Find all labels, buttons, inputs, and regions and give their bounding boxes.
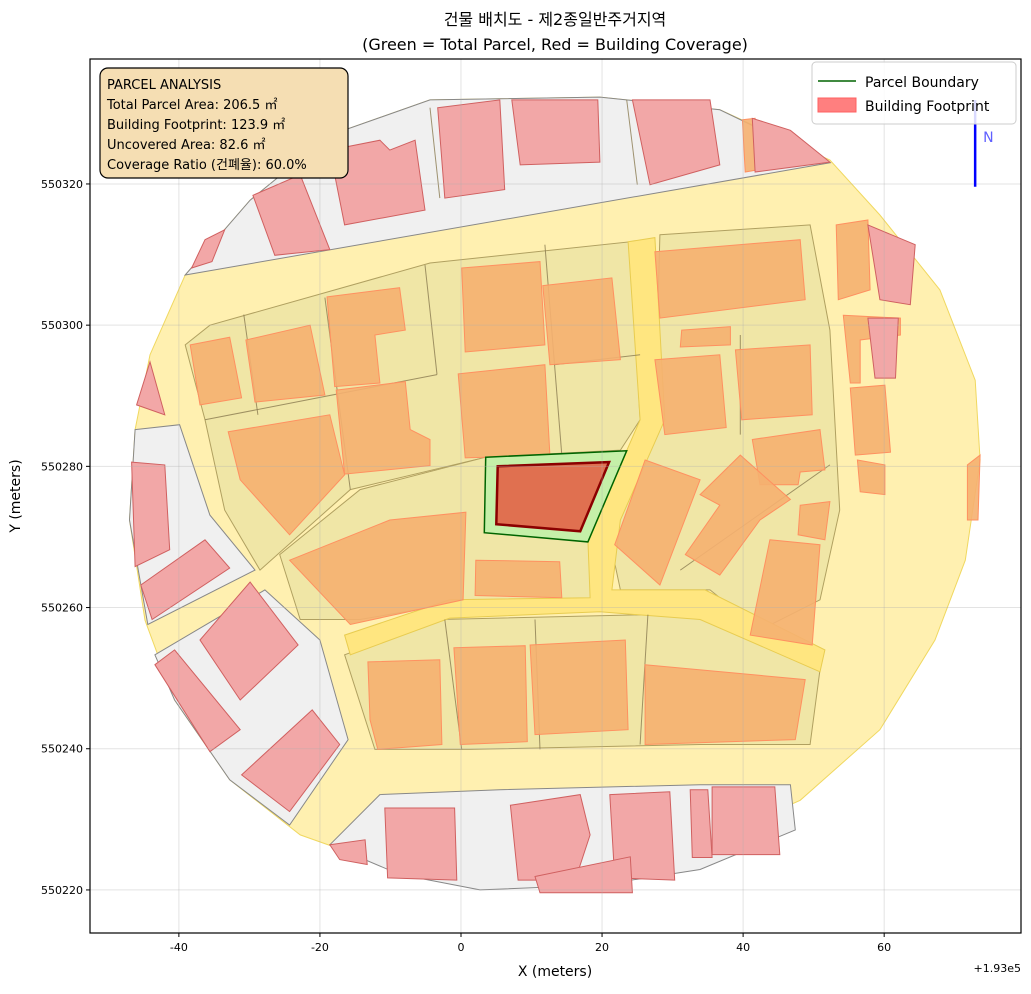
building-footprint [797, 501, 831, 541]
x-tick-label: 40 [736, 941, 750, 954]
annotation-line: Uncovered Area: 82.6 ㎡ [107, 138, 266, 153]
building-footprint [684, 454, 792, 576]
building-footprint [749, 539, 821, 646]
annotation-line: PARCEL ANALYSIS [107, 78, 221, 93]
building-footprint [329, 139, 426, 226]
lot-line [429, 107, 441, 199]
building-footprint [654, 239, 806, 319]
y-tick-label: 550320 [41, 178, 83, 191]
building-footprint [288, 511, 467, 626]
building-footprint [240, 709, 341, 813]
building-footprint [154, 649, 241, 753]
building-footprint [867, 317, 899, 379]
chart-subtitle: (Green = Total Parcel, Red = Building Co… [362, 35, 748, 54]
lot-line [626, 99, 638, 185]
building-footprint [751, 117, 832, 173]
y-tick-label: 550280 [41, 460, 83, 473]
legend-frame [811, 61, 1017, 125]
x-tick-label: 20 [595, 941, 609, 954]
chart-title: 건물 배치도 - 제2종일반주거지역 [444, 10, 667, 29]
annotation-line: Coverage Ratio (건폐율): 60.0% [107, 158, 307, 173]
annotation-background [99, 67, 349, 179]
x-tick-label: -20 [311, 941, 329, 954]
legend-label: Parcel Boundary [865, 75, 979, 91]
y-tick-label: 550300 [41, 319, 83, 332]
map-layer [128, 96, 981, 894]
building-footprint [529, 639, 629, 736]
x-offset-label: +1.93e5 [974, 962, 1021, 975]
target-building-footprint [495, 460, 612, 533]
building-footprint [654, 354, 727, 436]
building-footprint [966, 454, 981, 521]
x-tick-label: 0 [457, 941, 464, 954]
building-footprint [367, 659, 443, 750]
building-footprint [734, 344, 813, 421]
annotation-box: PARCEL ANALYSIS Total Parcel Area: 206.5… [99, 67, 349, 179]
building-footprint [252, 174, 331, 256]
building-footprint [245, 324, 326, 403]
x-tick-label: 60 [877, 941, 891, 954]
building-footprint [199, 581, 299, 701]
north-label: N [983, 130, 993, 146]
lot-line [424, 265, 438, 375]
building-footprint [384, 807, 458, 881]
building-footprint [631, 99, 721, 186]
building-footprint [461, 261, 546, 353]
building-footprint [131, 461, 171, 568]
building-footprint [453, 645, 528, 746]
building-footprint [867, 224, 916, 306]
building-footprint [679, 326, 731, 348]
annotation-line: Total Parcel Area: 206.5 ㎡ [106, 98, 277, 113]
building-footprint [856, 459, 886, 496]
x-axis-label: X (meters) [518, 964, 592, 980]
building-footprint [511, 99, 601, 166]
ticks: -40 -20 0 20 40 60 550220 550240 550260 550280 550… [41, 178, 891, 954]
building-footprint [190, 228, 226, 269]
building-footprint [614, 459, 701, 586]
building-footprint [328, 839, 368, 866]
building-footprint [326, 287, 406, 388]
x-tick-label: -40 [170, 941, 188, 954]
building-footprint [849, 384, 892, 456]
building-footprint [437, 99, 506, 199]
grid [90, 59, 1021, 933]
building-footprint [457, 364, 551, 459]
building-footprint [474, 559, 563, 599]
building-footprint [227, 414, 346, 536]
y-axis-label: Y (meters) [8, 459, 24, 533]
building-footprint [135, 360, 166, 416]
legend-label: Building Footprint [865, 99, 990, 115]
building-footprint [189, 336, 243, 406]
building-footprint [711, 786, 781, 856]
building-footprint [534, 856, 633, 894]
plot-frame [89, 58, 1022, 934]
y-tick-label: 550240 [41, 743, 83, 756]
legend: Parcel Boundary Building Footprint [811, 61, 1017, 125]
building-footprint [542, 277, 621, 366]
building-footprint [509, 794, 591, 881]
building-footprint [644, 664, 806, 746]
legend-patch-swatch [817, 97, 857, 113]
annotation-line: Building Footprint: 123.9 ㎡ [107, 118, 285, 133]
lot-line [639, 614, 649, 745]
y-tick-label: 550260 [41, 602, 83, 615]
building-footprint [140, 539, 231, 621]
building-footprint [835, 219, 871, 301]
building-footprint [689, 789, 713, 858]
y-tick-label: 550220 [41, 884, 83, 897]
